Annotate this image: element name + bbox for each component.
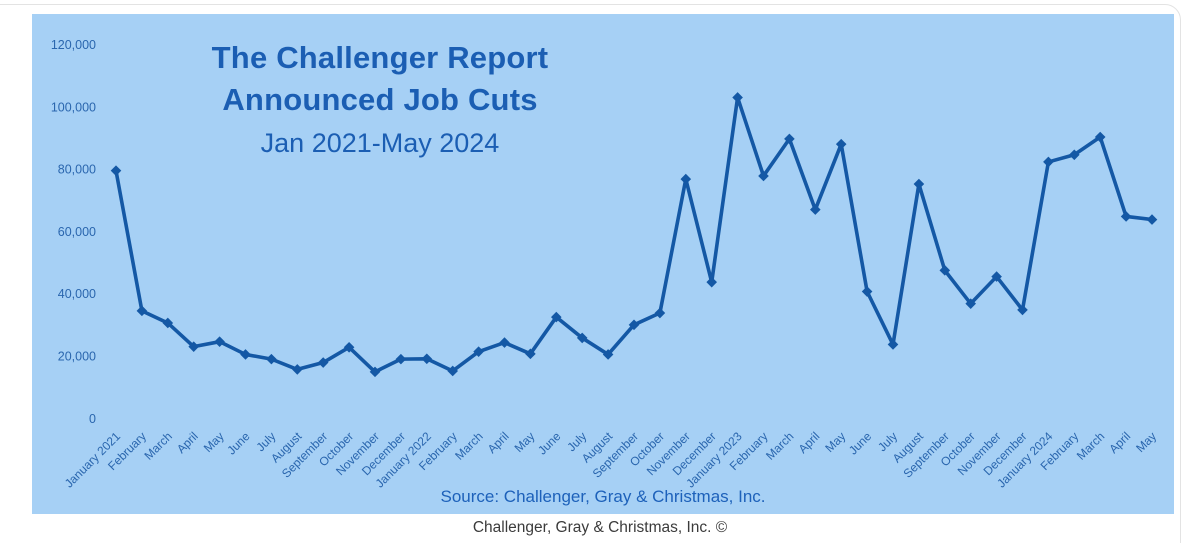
x-axis-tick-label: March bbox=[1074, 429, 1107, 462]
data-point-marker bbox=[887, 339, 899, 350]
chart-panel bbox=[32, 14, 1174, 514]
chart-subtitle: Jan 2021-May 2024 bbox=[260, 128, 500, 158]
data-point-marker bbox=[939, 265, 951, 276]
data-point-marker bbox=[136, 305, 148, 317]
x-axis-tick-label: March bbox=[763, 429, 796, 462]
data-point-marker bbox=[447, 365, 458, 377]
y-axis-tick-label: 40,000 bbox=[58, 287, 96, 301]
data-point-marker bbox=[1017, 304, 1028, 316]
y-axis-tick-label: 100,000 bbox=[51, 100, 96, 114]
x-axis-tick-label: June bbox=[846, 429, 875, 458]
data-point-marker bbox=[576, 332, 588, 344]
x-axis-tick-label: March bbox=[452, 429, 485, 462]
data-point-marker bbox=[343, 341, 355, 353]
data-point-marker bbox=[317, 357, 329, 368]
data-point-marker bbox=[706, 276, 717, 288]
data-point-marker bbox=[1146, 214, 1158, 225]
x-axis-tick-label: May bbox=[201, 429, 227, 455]
data-point-marker bbox=[421, 353, 433, 365]
x-axis-tick-label: May bbox=[512, 429, 538, 455]
y-axis-tick-label: 120,000 bbox=[51, 38, 96, 52]
data-point-marker bbox=[810, 204, 821, 215]
data-point-marker bbox=[292, 364, 303, 375]
data-point-marker bbox=[266, 353, 277, 365]
x-axis-tick-label: March bbox=[141, 429, 174, 462]
data-line bbox=[114, 95, 1154, 374]
x-axis-tick-label: June bbox=[224, 429, 253, 458]
data-point-marker bbox=[835, 138, 847, 150]
data-point-marker bbox=[602, 349, 614, 360]
data-point-marker bbox=[240, 349, 251, 360]
data-point-marker bbox=[654, 307, 666, 319]
data-point-marker bbox=[1043, 156, 1054, 168]
copyright-note: Challenger, Gray & Christmas, Inc. © bbox=[472, 519, 728, 536]
x-axis-tick-label: April bbox=[1106, 429, 1133, 456]
data-point-marker bbox=[110, 165, 122, 176]
data-point-marker bbox=[1094, 131, 1106, 143]
source-note: Source: Challenger, Gray & Christmas, In… bbox=[440, 487, 766, 506]
data-point-marker bbox=[1120, 211, 1132, 222]
chart-title-line2: Announced Job Cuts bbox=[222, 82, 538, 117]
x-axis-tick-label: June bbox=[535, 429, 564, 458]
y-axis-tick-label: 60,000 bbox=[58, 225, 96, 239]
x-axis-tick-label: May bbox=[1133, 429, 1159, 455]
chart-title-block: The Challenger Report Announced Job Cuts… bbox=[140, 37, 620, 165]
data-point-marker bbox=[1069, 149, 1080, 161]
data-point-marker bbox=[965, 298, 976, 309]
data-point-marker bbox=[214, 336, 225, 347]
data-point-marker bbox=[369, 366, 381, 378]
data-point-marker bbox=[628, 319, 640, 331]
data-point-marker bbox=[551, 311, 562, 323]
data-point-marker bbox=[395, 353, 407, 365]
x-axis-tick-label: April bbox=[485, 429, 512, 456]
data-point-marker bbox=[162, 317, 174, 329]
data-point-marker bbox=[680, 173, 692, 185]
data-point-marker bbox=[758, 170, 769, 182]
y-axis-tick-label: 0 bbox=[89, 412, 96, 426]
data-point-marker bbox=[473, 346, 484, 357]
data-point-marker bbox=[991, 271, 1002, 282]
x-axis-tick-label: May bbox=[822, 429, 848, 455]
data-point-marker bbox=[499, 337, 510, 348]
y-axis-tick-label: 20,000 bbox=[58, 350, 96, 364]
data-point-marker bbox=[525, 348, 536, 360]
data-point-marker bbox=[784, 133, 795, 145]
chart-title-line1: The Challenger Report bbox=[211, 40, 549, 75]
y-axis-tick-label: 80,000 bbox=[58, 163, 96, 177]
data-point-marker bbox=[732, 92, 743, 103]
data-point-marker bbox=[913, 178, 925, 190]
data-point-marker bbox=[188, 341, 199, 352]
data-point-marker bbox=[861, 286, 873, 297]
x-axis-tick-label: April bbox=[796, 429, 823, 456]
x-axis-tick-label: April bbox=[174, 429, 201, 456]
